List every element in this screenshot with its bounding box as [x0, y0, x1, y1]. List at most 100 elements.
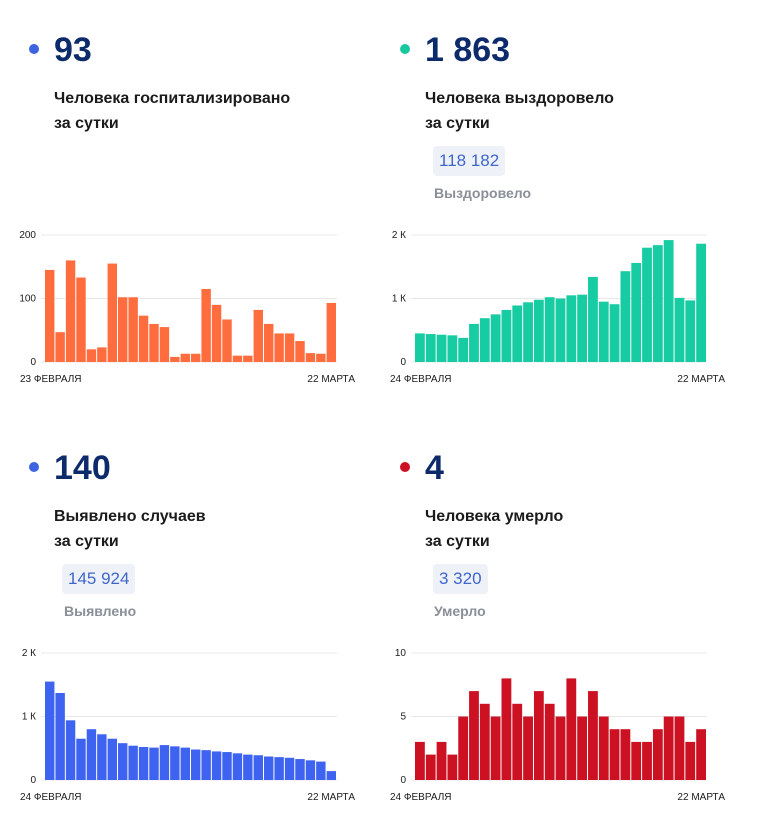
bar	[295, 341, 305, 362]
daily-caption: Человека госпитализировано за сутки	[54, 86, 290, 136]
x-start-label: 23 ФЕВРАЛЯ	[20, 374, 82, 385]
dot-icon	[400, 462, 410, 472]
bar	[305, 353, 316, 362]
panel-detected: 140 Выявлено случаев за сутки 145 924 Вы…	[0, 418, 360, 803]
bar	[598, 301, 609, 362]
bar	[696, 729, 706, 780]
panel-recovered: 1 863 Человека выздоровело за сутки 118 …	[370, 0, 730, 385]
bar-chart: 0 1 К 2 К 24 ФЕВРАЛЯ 22 МАРТА	[390, 230, 725, 385]
y-tick-label: 1 К	[22, 712, 36, 723]
caption-line-1: Человека госпитализировано	[54, 90, 291, 107]
bar	[425, 754, 436, 780]
bar	[415, 333, 425, 362]
caption-line-2: за сутки	[425, 115, 490, 132]
bar	[274, 757, 284, 780]
panel-hospitalized: 93 Человека госпитализировано за сутки 0…	[0, 0, 360, 385]
bar	[663, 240, 674, 362]
y-tick-label: 0	[30, 775, 36, 786]
bar	[316, 353, 326, 362]
bar	[326, 302, 336, 362]
y-tick-label: 1 К	[392, 294, 406, 305]
bar	[232, 753, 243, 780]
bar	[588, 276, 598, 362]
bar	[555, 298, 566, 362]
bar	[479, 703, 490, 780]
bar	[86, 729, 97, 780]
bar	[544, 703, 555, 780]
y-tick-label: 100	[19, 294, 36, 305]
bar	[316, 761, 326, 780]
bar	[264, 323, 274, 362]
total-label: Умерло	[434, 603, 486, 619]
bar	[284, 757, 295, 780]
bar	[577, 716, 588, 780]
bar	[222, 319, 232, 362]
bar	[211, 751, 222, 780]
bar	[55, 693, 65, 780]
bar	[191, 353, 201, 362]
caption-line-1: Выявлено случаев	[54, 508, 206, 525]
panel-deaths: 4 Человека умерло за сутки 3 320 Умерло …	[370, 418, 730, 803]
bar	[264, 756, 274, 780]
bar	[674, 297, 685, 362]
bar	[86, 349, 97, 362]
bar	[45, 681, 55, 780]
bar	[469, 323, 479, 362]
caption-line-2: за сутки	[54, 115, 119, 132]
bar	[501, 309, 512, 362]
bar	[685, 741, 696, 780]
bar	[685, 300, 696, 362]
bar	[652, 729, 663, 780]
bar	[65, 720, 76, 780]
bar	[598, 716, 609, 780]
caption-line-1: Человека умерло	[425, 508, 564, 525]
bar	[642, 741, 652, 780]
x-end-label: 22 МАРТА	[307, 374, 355, 385]
bar	[577, 294, 588, 362]
bar	[609, 729, 620, 780]
daily-value: 4	[425, 449, 444, 487]
daily-caption: Выявлено случаев за сутки	[54, 504, 206, 554]
bar	[674, 716, 685, 780]
bar	[447, 754, 458, 780]
bar	[652, 245, 663, 362]
caption-line-1: Человека выздоровело	[425, 90, 614, 107]
y-tick-label: 2 К	[22, 648, 36, 659]
bar	[65, 260, 76, 362]
bar	[138, 315, 149, 362]
bar	[243, 754, 253, 780]
bar	[436, 334, 447, 362]
bar	[326, 771, 336, 780]
x-start-label: 24 ФЕВРАЛЯ	[20, 792, 82, 803]
bar	[490, 716, 501, 780]
bar-chart: 0 5 10 24 ФЕВРАЛЯ 22 МАРТА	[390, 648, 725, 803]
bar	[523, 302, 533, 362]
daily-caption: Человека умерло за сутки	[425, 504, 563, 554]
y-tick-label: 10	[395, 648, 407, 659]
caption-line-2: за сутки	[425, 533, 490, 550]
y-tick-label: 0	[400, 775, 406, 786]
bar	[138, 746, 149, 780]
bar	[458, 337, 469, 362]
bar	[97, 734, 107, 780]
bar	[222, 752, 232, 780]
bar	[118, 297, 128, 362]
bar	[555, 716, 566, 780]
bar	[425, 334, 436, 362]
bar	[201, 750, 211, 780]
bar	[566, 678, 577, 780]
bar	[76, 277, 86, 362]
x-end-label: 22 МАРТА	[307, 792, 355, 803]
total-badge: 145 924	[62, 564, 136, 594]
daily-caption: Человека выздоровело за сутки	[425, 86, 614, 136]
total-label: Выявлено	[64, 603, 137, 619]
bar	[274, 333, 284, 362]
bar	[191, 749, 201, 780]
bar	[609, 304, 620, 362]
y-tick-label: 2 К	[392, 230, 406, 241]
daily-value: 140	[54, 449, 111, 487]
bar	[180, 353, 190, 362]
y-tick-label: 5	[400, 712, 406, 723]
x-start-label: 24 ФЕВРАЛЯ	[390, 792, 452, 803]
bar	[107, 263, 117, 362]
